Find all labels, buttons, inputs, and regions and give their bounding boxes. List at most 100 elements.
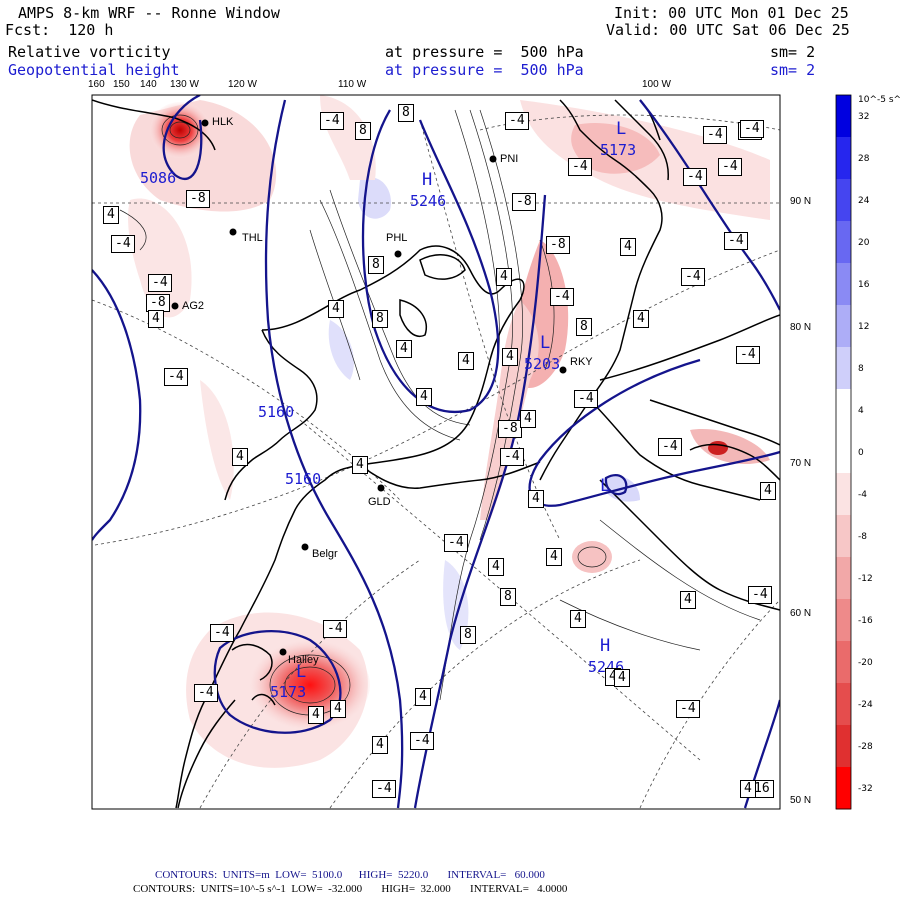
colorbar-cell [836,179,851,222]
colorbar-cell [836,599,851,642]
low-marker: L [600,476,611,496]
valid-time: Valid: 00 UTC Sat 06 Dec 25 [606,21,850,39]
vorticity-box-label: 4 [570,610,586,628]
colorbar-tick-label: 28 [858,154,870,164]
field2-smoothing: sm= 2 [770,61,816,79]
vorticity-box-label: -8 [512,193,536,211]
colorbar-tick-label: 0 [858,448,864,458]
vorticity-box-label: 4 [415,688,431,706]
vorticity-box-label: -4 [148,274,172,292]
lon-label: 130 W [170,79,199,90]
vorticity-box-label: 4 [148,310,164,328]
height-label: 5086 [140,169,177,187]
colorbar-tick-label: -20 [858,658,873,668]
vorticity-box-label: 4 [760,482,776,500]
lon-label: 100 W [642,79,671,90]
field1-level: at pressure = 500 hPa [385,43,584,61]
station-label: HLK [212,116,234,128]
vorticity-box-label: 4 [502,348,518,366]
vorticity-box-label: -4 [574,390,598,408]
colorbar-cell [836,431,851,474]
vorticity-box-label: -8 [146,294,170,312]
colorbar-unit: 10^-5 s^-1 [858,95,900,105]
vorticity-box-label: 4 [488,558,504,576]
colorbar-tick-label: 16 [858,280,870,290]
vorticity-box-label: 8 [372,310,388,328]
forecast-hour: Fcst: 120 h [5,21,114,39]
lon-label: 140 [140,79,157,90]
vorticity-box-label: 4 [372,736,388,754]
lon-label: 120 W [228,79,257,90]
vorticity-box-label: -4 [164,368,188,386]
height-label: 5246 [410,192,447,210]
field1-name: Relative vorticity [8,43,171,61]
vorticity-box-label: -8 [546,236,570,254]
colorbar-cell [836,263,851,306]
vorticity-box-label: -4 [323,620,347,638]
vorticity-box-label: -4 [681,268,705,286]
colorbar-cell [836,767,851,810]
vorticity-box-label: -4 [320,112,344,130]
vorticity-box-label: 4 [232,448,248,466]
vorticity-box-label: -4 [500,448,524,466]
colorbar-cell [836,389,851,432]
colorbar-tick-label: 32 [858,112,869,122]
colorbar-cell [836,473,851,516]
vorticity-box-label: 4 [396,340,412,358]
colorbar-cell [836,557,851,600]
height-contours [92,95,780,809]
vorticity-box-label: 4 [496,268,512,286]
vorticity-box-label: -8 [498,420,522,438]
vorticity-box-label: 4 [614,669,630,687]
colorbar-cell [836,725,851,768]
colorbar-tick-label: 8 [858,364,864,374]
footer-vorticity-contours: CONTOURS: UNITS=10^-5 s^-1 LOW= -32.000 … [133,883,568,895]
map-title: AMPS 8-km WRF -- Ronne Window [18,4,280,22]
vorticity-box-label: 4 [546,548,562,566]
colorbar-tick-label: -16 [858,616,873,626]
vorticity-box-label: -4 [444,534,468,552]
high-marker: H [600,636,611,656]
vorticity-box-label: 4 [352,456,368,474]
vorticity-box-label: -4 [505,112,529,130]
colorbar-cell [836,515,851,558]
colorbar-tick-label: -4 [858,490,867,500]
lon-label: 160 [88,79,105,90]
footer-height-contours: CONTOURS: UNITS=m LOW= 5100.0 HIGH= 5220… [155,869,545,881]
vorticity-box-label: -4 [740,120,764,138]
vorticity-box-label: 4 [328,300,344,318]
vorticity-box-label: -4 [550,288,574,306]
vorticity-box-label: 8 [398,104,414,122]
height-label: 5173 [270,683,307,701]
lat-label: 80 N [790,322,812,333]
low-marker: L [616,119,627,139]
vorticity-box-label: 8 [460,626,476,644]
coastlines [92,99,780,809]
vorticity-box-label: 4 [308,706,324,724]
colorbar-tick-label: -24 [858,700,873,710]
vorticity-shading [128,95,770,768]
vorticity-box-label: -4 [736,346,760,364]
vorticity-box-label: 4 [520,410,536,428]
colorbar-tick-label: -8 [858,532,867,542]
station-label: THL [242,232,263,244]
lon-label: 150 [113,79,130,90]
low-marker: L [296,662,307,682]
high-marker: H [422,170,433,190]
vorticity-box-label: 4 [103,206,119,224]
vorticity-box-label: 8 [368,256,384,274]
low-marker: L [540,333,551,353]
vorticity-box-label: 8 [576,318,592,336]
vorticity-box-label: 4 [620,238,636,256]
vorticity-box-label: -4 [724,232,748,250]
vorticity-box-label: 4 [330,700,346,718]
colorbar-cell [836,95,851,138]
field1-smoothing: sm= 2 [770,43,816,61]
vorticity-colorbar: 32 28 24 20 16 12 8 4 0 -4 -8 -12 -16 -20 -24 -28 -32 10… [835,94,900,810]
vorticity-box-label: -8 [186,190,210,208]
height-label: 5203 [524,355,561,373]
colorbar-cell [836,305,851,348]
vorticity-box-label: -4 [410,732,434,750]
height-label: 5160 [258,403,295,421]
